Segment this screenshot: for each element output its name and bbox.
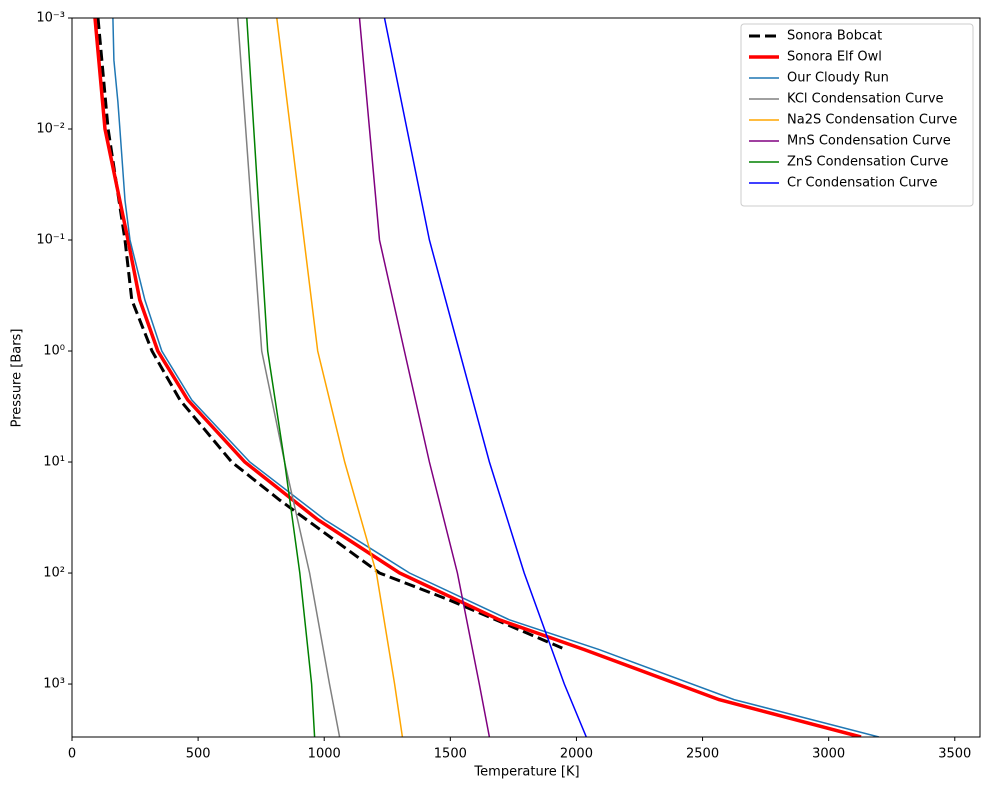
legend-label: Cr Condensation Curve (787, 176, 937, 191)
legend-label: KCl Condensation Curve (787, 92, 944, 107)
x-tick-label: 500 (186, 747, 211, 762)
legend-label: MnS Condensation Curve (787, 134, 951, 149)
y-tick-label: 10⁻¹ (36, 233, 65, 248)
x-tick-label: 3500 (938, 747, 971, 762)
series-line (358, 18, 491, 737)
series-line (112, 18, 880, 737)
x-tick-label: 1500 (434, 747, 467, 762)
y-axis-label: Pressure [Bars] (10, 329, 25, 428)
legend-box (740, 23, 974, 207)
series-line (96, 18, 563, 650)
x-axis-label: Temperature [K] (473, 765, 579, 780)
y-tick-label: 10⁻³ (36, 11, 65, 26)
legend-label: Na2S Condensation Curve (787, 113, 957, 128)
x-tick-label: 2500 (686, 747, 719, 762)
y-tick-label: 10² (43, 566, 65, 581)
legend-label: ZnS Condensation Curve (787, 155, 948, 170)
legend-label: Sonora Elf Owl (787, 50, 882, 65)
y-tick-label: 10³ (43, 677, 65, 692)
y-tick-label: 10⁰ (43, 344, 65, 359)
series-line (236, 18, 341, 737)
series-line (383, 18, 587, 737)
y-tick-label: 10¹ (43, 455, 65, 470)
x-tick-label: 3000 (812, 747, 845, 762)
series-line (246, 18, 316, 737)
series-line (276, 18, 404, 737)
series-line (93, 18, 862, 737)
plot-frame (71, 17, 981, 738)
legend-label: Sonora Bobcat (787, 29, 882, 44)
legend-label: Our Cloudy Run (787, 71, 889, 86)
x-tick-label: 2000 (560, 747, 593, 762)
x-tick-label: 1000 (308, 747, 341, 762)
y-tick-label: 10⁻² (36, 122, 65, 137)
x-tick-label: 0 (68, 747, 76, 762)
